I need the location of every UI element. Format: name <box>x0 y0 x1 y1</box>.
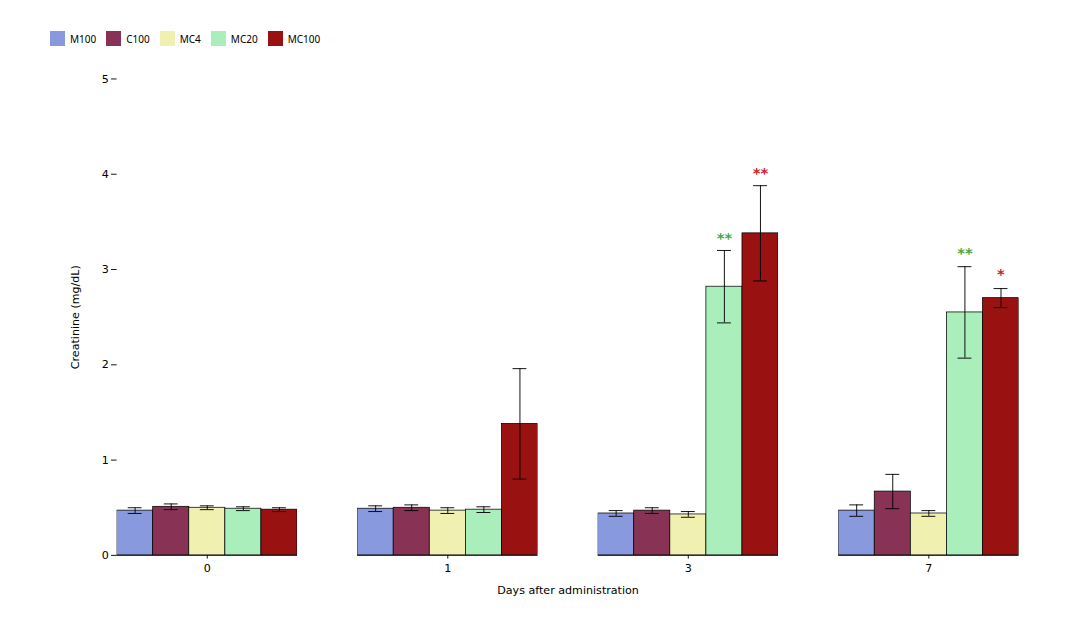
html-text:MC20: MC20 <box>230 31 258 46</box>
svg-text:1: 1 <box>444 562 451 575</box>
svg-text:0: 0 <box>102 549 109 562</box>
svg-text:2: 2 <box>102 358 109 371</box>
svg-text:4: 4 <box>102 168 109 181</box>
svg-text:3: 3 <box>685 562 692 575</box>
svg-text:Creatinine (mg/dL): Creatinine (mg/dL) <box>69 265 82 369</box>
svg-text:**: ** <box>717 229 733 246</box>
html-text:C100: C100 <box>126 31 150 46</box>
html-text:MC4: MC4 <box>179 31 201 46</box>
svg-text:Days after administration: Days after administration <box>497 584 639 597</box>
svg-text:7: 7 <box>925 562 932 575</box>
html-text:M100: M100 <box>70 31 97 46</box>
svg-text:**: ** <box>753 164 769 181</box>
svg-text:5: 5 <box>102 73 109 86</box>
svg-text:3: 3 <box>102 263 109 276</box>
svg-text:*: * <box>997 265 1005 282</box>
svg-text:0: 0 <box>204 562 211 575</box>
svg-text:1: 1 <box>102 454 109 467</box>
html-text:MC100: MC100 <box>287 31 321 46</box>
svg-text:**: ** <box>957 244 973 261</box>
